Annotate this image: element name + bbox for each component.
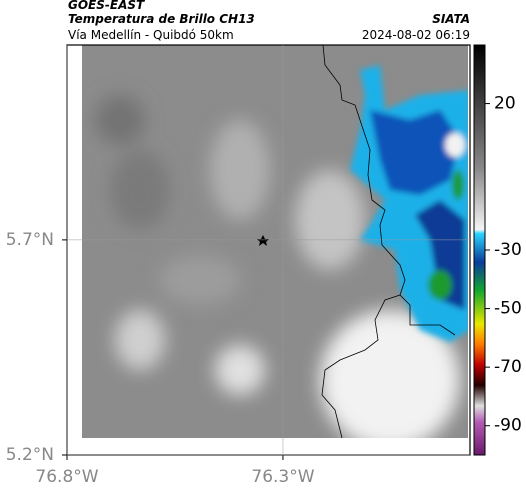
colorbar: [473, 44, 486, 456]
x-tick-label: 76.3°W: [251, 467, 314, 487]
colorbar-tick-label: 20: [494, 94, 516, 114]
y-tick-label: 5.2°N: [6, 445, 54, 465]
colorbar-tick-label: -30: [494, 240, 522, 260]
timestamp: 2024-08-02 06:19: [362, 28, 470, 42]
source: SIATA: [432, 12, 470, 26]
title: GOES-EAST: [68, 0, 145, 12]
route: Vía Medellín - Quibdó 50km: [68, 28, 234, 42]
x-tick-label: 76.8°W: [35, 467, 98, 487]
location-marker: [257, 235, 269, 246]
colorbar-tick-label: -70: [494, 357, 522, 377]
y-tick-label: 5.7°N: [6, 230, 54, 250]
colorbar-tick-label: -50: [494, 299, 522, 319]
colorbar-tick-label: -90: [494, 416, 522, 436]
subtitle: Temperatura de Brillo CH13: [68, 12, 255, 26]
satellite-image: [82, 45, 468, 438]
